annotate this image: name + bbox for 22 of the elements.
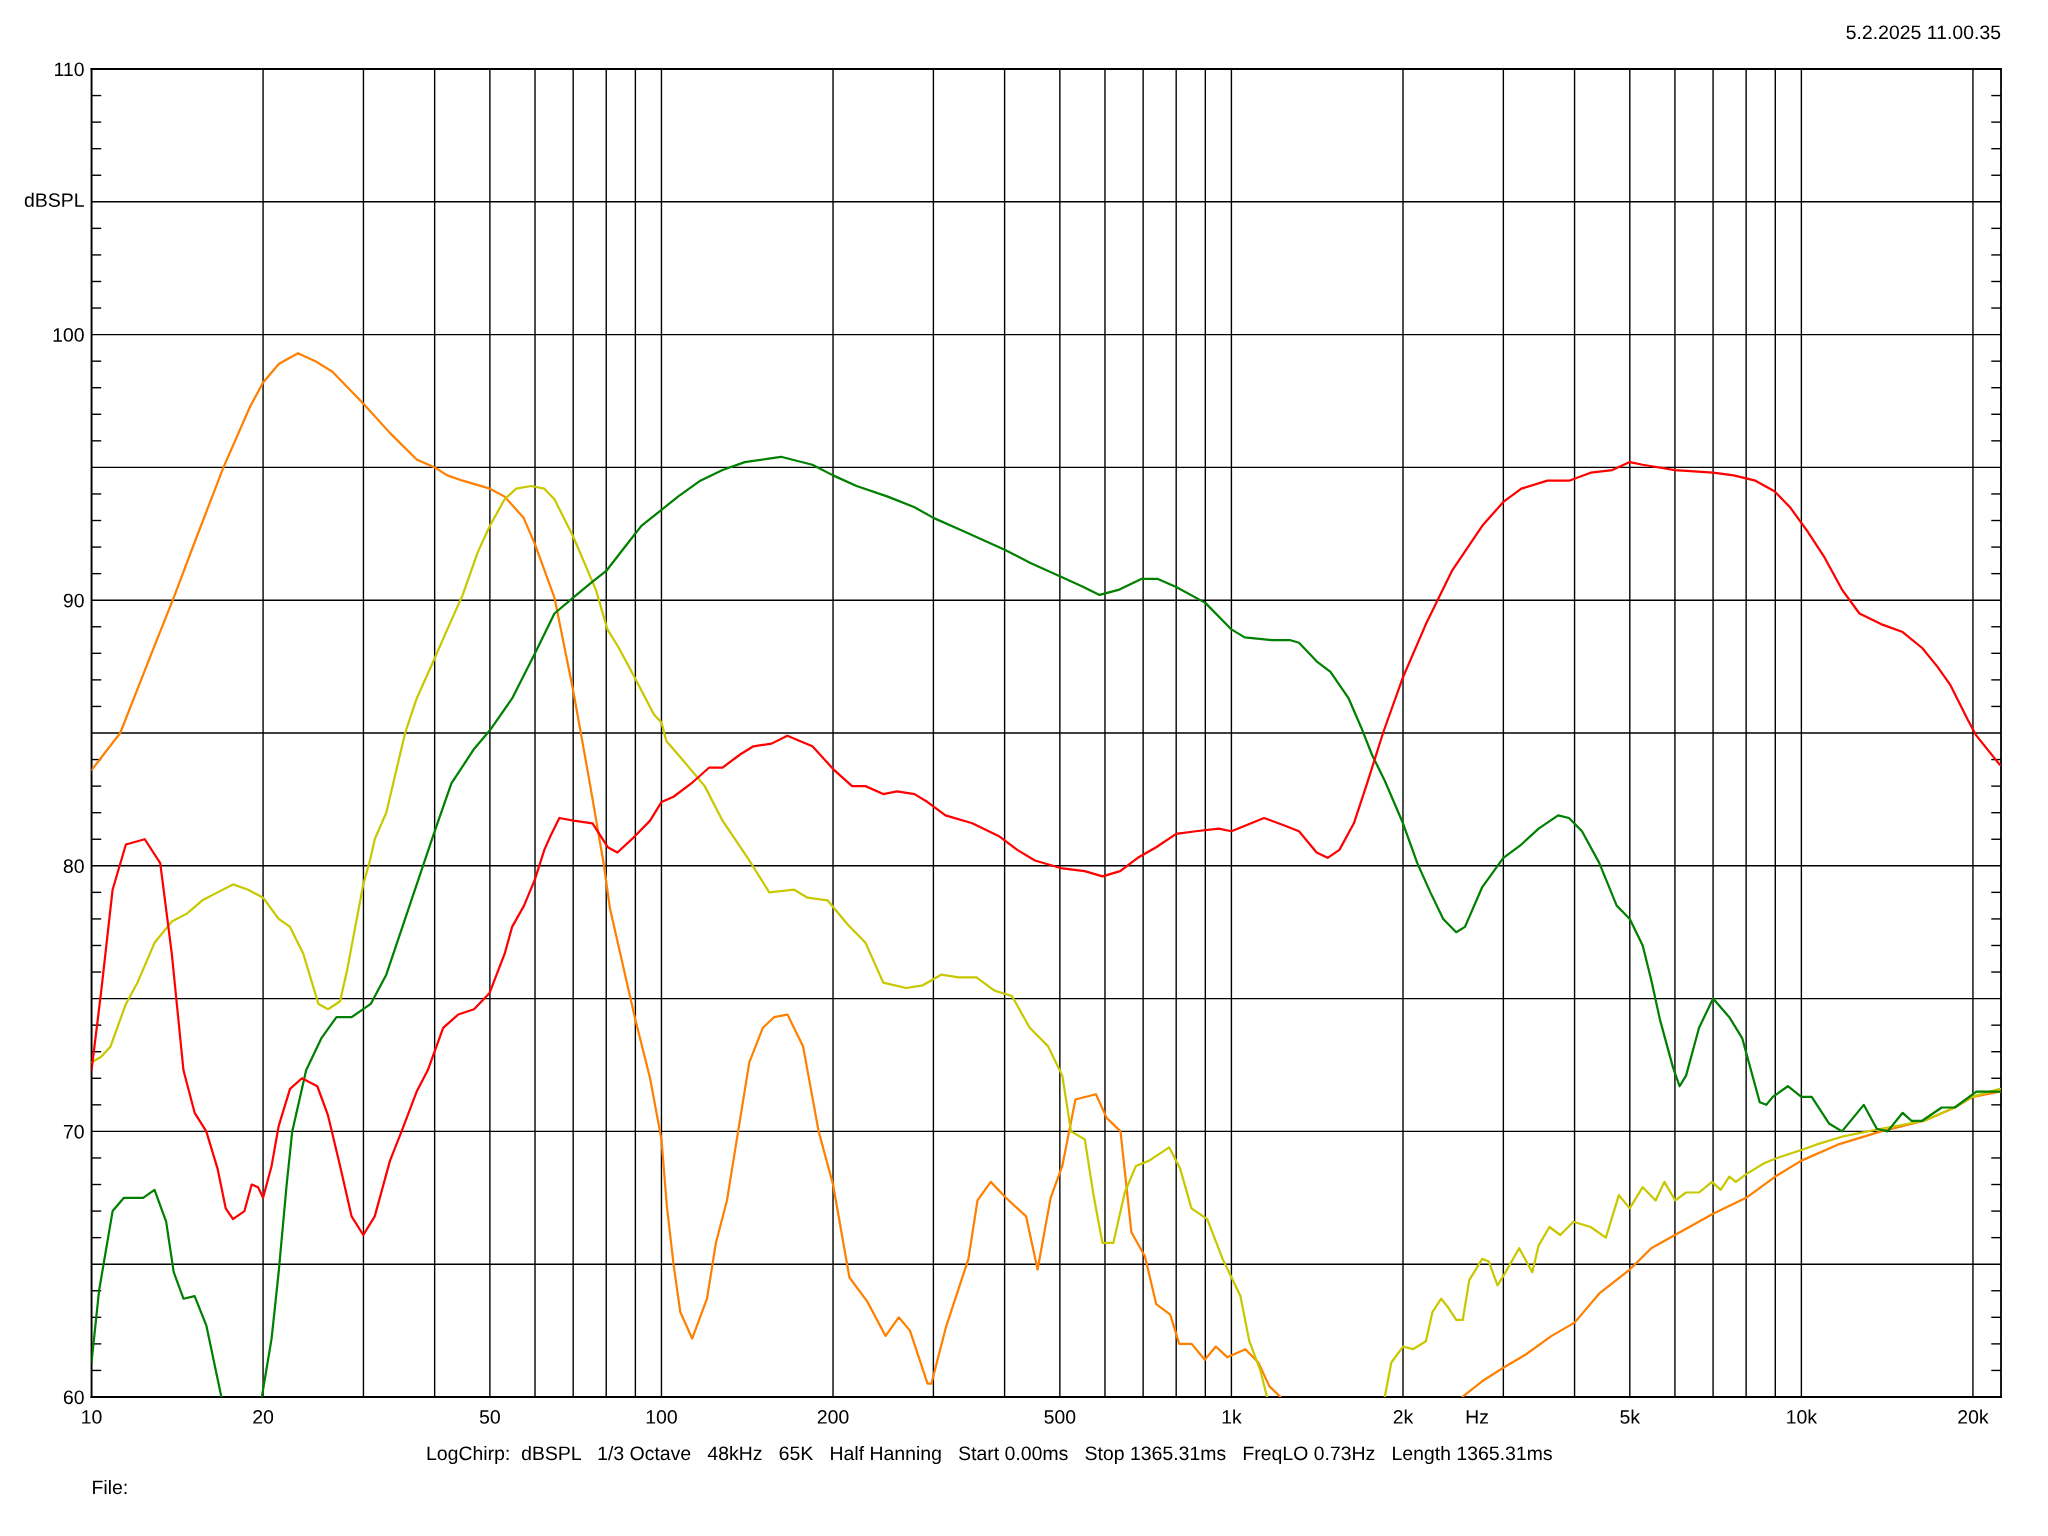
x-tick-label: 20 <box>253 1410 274 1424</box>
y-tick-label: 60 <box>63 1390 84 1405</box>
x-axis-title: Hz <box>1466 1410 1488 1424</box>
x-tick-label: 100 <box>646 1410 677 1424</box>
y-tick-label: 80 <box>63 859 84 874</box>
y-tick-label: 100 <box>53 328 84 342</box>
x-tick-label: 10k <box>1787 1409 1818 1424</box>
text: LogChirp: dBSPL 1/3 Octave 48kHz 65K Half Hanning Start 0.00ms Stop 1365.31ms FreqLO 0.73Hz Length 1365.31ms <box>427 1445 1552 1465</box>
x-tick-label: 2k <box>1393 1409 1414 1424</box>
x-tick-label: 20k <box>1958 1409 1989 1424</box>
text: File: <box>93 1479 127 1495</box>
x-tick-label: 50 <box>479 1410 500 1424</box>
x-tick-label: 200 <box>817 1410 849 1424</box>
y-tick-label: 90 <box>63 593 84 608</box>
y-tick-label: 70 <box>63 1124 84 1139</box>
x-tick-label: 1k <box>1222 1409 1242 1424</box>
x-tick-label: 10 <box>82 1410 102 1424</box>
text: 5.2.2025 11.00.35 <box>1846 25 2001 40</box>
y-tick-label: 110 <box>55 62 84 77</box>
y-axis-title: dBSPL <box>24 192 84 208</box>
x-tick-label: 500 <box>1044 1410 1076 1424</box>
x-tick-label: 5k <box>1620 1409 1641 1424</box>
